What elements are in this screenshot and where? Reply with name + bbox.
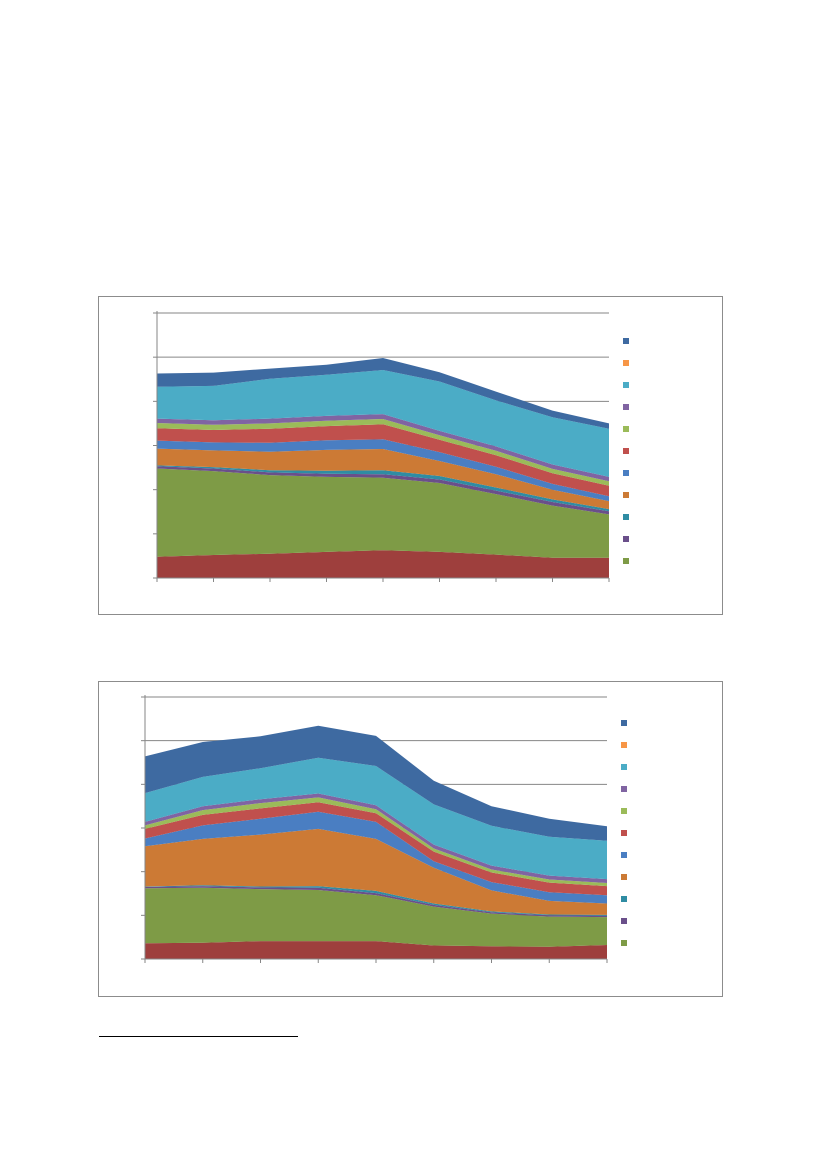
area-series-5 bbox=[145, 828, 607, 915]
legend-swatch-s12 bbox=[621, 720, 627, 726]
area-series-10 bbox=[145, 757, 607, 880]
legend-swatch-s3 bbox=[623, 536, 629, 542]
area-series-10 bbox=[157, 370, 609, 477]
area-series-4 bbox=[145, 885, 607, 916]
area-series-12 bbox=[157, 358, 609, 429]
legend-swatch-s12 bbox=[623, 338, 629, 344]
legend-swatch-s3 bbox=[621, 918, 627, 924]
legend-swatch-s8 bbox=[623, 426, 629, 432]
legend-swatch-s9 bbox=[621, 786, 627, 792]
legend-swatch-s4 bbox=[621, 896, 627, 902]
area-series-5 bbox=[157, 448, 609, 510]
area-series-8 bbox=[157, 419, 609, 486]
legend-swatch-s9 bbox=[623, 404, 629, 410]
legend-swatch-s6 bbox=[623, 470, 629, 476]
legend-swatch-s11 bbox=[621, 742, 627, 748]
legend-swatch-s10 bbox=[623, 382, 629, 388]
legend-swatch-s11 bbox=[623, 360, 629, 366]
legend-swatch-s5 bbox=[623, 492, 629, 498]
area-series-2 bbox=[145, 887, 607, 947]
area-series-7 bbox=[145, 802, 607, 896]
chart-1-svg bbox=[153, 311, 629, 582]
legend-swatch-s4 bbox=[623, 514, 629, 520]
legend-swatch-s2 bbox=[621, 940, 627, 946]
chart-1 bbox=[98, 296, 723, 615]
legend-swatch-s7 bbox=[621, 830, 627, 836]
area-series-1 bbox=[145, 941, 607, 959]
legend-swatch-s5 bbox=[621, 874, 627, 880]
chart-2 bbox=[98, 681, 723, 997]
legend-swatch-s7 bbox=[623, 448, 629, 454]
legend-swatch-s10 bbox=[621, 764, 627, 770]
area-series-2 bbox=[157, 468, 609, 558]
legend-swatch-s2 bbox=[623, 558, 629, 564]
area-series-7 bbox=[157, 424, 609, 497]
legend-swatch-s6 bbox=[621, 852, 627, 858]
footnote-separator bbox=[99, 1036, 298, 1037]
area-series-6 bbox=[145, 811, 607, 904]
area-series-6 bbox=[157, 439, 609, 502]
area-series-9 bbox=[157, 414, 609, 482]
area-series-12 bbox=[145, 725, 607, 841]
legend-swatch-s8 bbox=[621, 808, 627, 814]
area-series-3 bbox=[157, 466, 609, 515]
chart-2-svg bbox=[141, 695, 627, 963]
area-series-1 bbox=[157, 550, 609, 578]
